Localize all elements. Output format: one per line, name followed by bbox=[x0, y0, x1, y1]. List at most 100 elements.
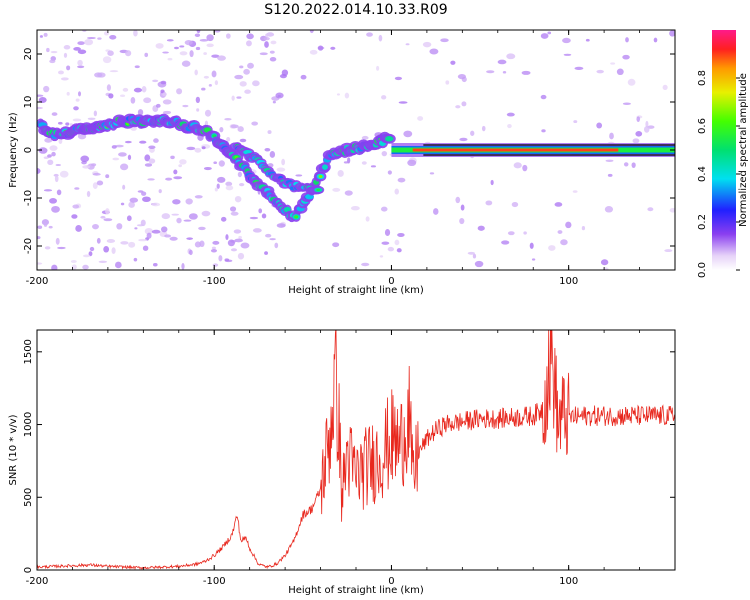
heatmap-speckle bbox=[88, 251, 93, 257]
heatmap-speckle bbox=[106, 239, 116, 243]
heatmap-speckle bbox=[77, 41, 85, 46]
heatmap-speckle bbox=[105, 174, 110, 179]
colorbar-ticks: 0.0 0.2 0.4 0.6 0.8 bbox=[697, 70, 740, 278]
heatmap-speckle bbox=[160, 89, 165, 94]
heatmap-speckle bbox=[126, 215, 132, 222]
heatmap-speckle bbox=[37, 94, 44, 97]
heatmap-speckle bbox=[206, 43, 214, 48]
heatmap-speckle bbox=[144, 227, 153, 235]
heatmap-speckle bbox=[167, 57, 173, 61]
heatmap-speckle bbox=[118, 152, 127, 157]
y-tick-label: 0 bbox=[23, 147, 34, 153]
heatmap-speckle bbox=[252, 80, 260, 87]
heatmap-speckle bbox=[309, 30, 314, 34]
heatmap-speckle bbox=[563, 53, 572, 56]
heatmap-speckle bbox=[429, 48, 439, 55]
heatmap-speckle bbox=[60, 77, 69, 81]
heatmap-speckle bbox=[218, 255, 223, 262]
heatmap-speckle bbox=[239, 183, 245, 187]
heatmap-speckle bbox=[632, 138, 640, 144]
x-tick-label: -100 bbox=[203, 276, 226, 287]
heatmap-speckle bbox=[506, 112, 515, 117]
heatmap-speckle bbox=[610, 62, 616, 65]
heatmap-speckle bbox=[89, 246, 95, 252]
heatmap-speckle bbox=[433, 208, 439, 215]
y-tick-label: 0 bbox=[23, 567, 34, 573]
heatmap-speckle bbox=[82, 165, 91, 169]
heatmap-carrier-core bbox=[412, 148, 619, 152]
heatmap-speckle bbox=[472, 253, 477, 259]
heatmap-speckle bbox=[529, 242, 534, 249]
heatmap-speckle bbox=[669, 30, 675, 37]
heatmap-speckle bbox=[142, 245, 149, 251]
heatmap-speckle bbox=[239, 138, 247, 143]
heatmap-speckle bbox=[317, 46, 325, 50]
heatmap-speckle bbox=[387, 246, 395, 252]
heatmap-speckle bbox=[269, 57, 277, 62]
heatmap-speckle bbox=[136, 224, 144, 227]
heatmap-speckle bbox=[243, 68, 250, 75]
heatmap-speckle bbox=[194, 147, 202, 153]
heatmap-speckle bbox=[82, 264, 89, 270]
heatmap-speckle bbox=[490, 179, 494, 186]
heatmap-speckle bbox=[309, 49, 318, 55]
heatmap-speckle bbox=[229, 206, 237, 212]
heatmap-speckle bbox=[66, 65, 71, 71]
heatmap-speckle bbox=[111, 247, 116, 254]
heatmap-speckle bbox=[139, 140, 147, 144]
heatmap-speckle bbox=[124, 140, 132, 144]
heatmap-speckle bbox=[144, 52, 149, 58]
heatmap-speckle bbox=[246, 40, 252, 47]
heatmap-speckle bbox=[459, 137, 468, 142]
heatmap-speckle bbox=[440, 38, 449, 43]
heatmap-speckle bbox=[138, 238, 148, 242]
heatmap-speckle bbox=[114, 144, 124, 148]
heatmap-speckle bbox=[173, 176, 183, 180]
heatmap-speckle bbox=[194, 33, 201, 38]
heatmap-speckle bbox=[58, 70, 64, 75]
heatmap-speckle bbox=[120, 202, 125, 206]
heatmap-speckle bbox=[63, 52, 68, 58]
heatmap-speckle bbox=[501, 240, 510, 245]
heatmap-speckle bbox=[146, 232, 152, 239]
heatmap-speckle bbox=[239, 65, 244, 69]
heatmap-speckle bbox=[417, 116, 424, 121]
heatmap-speckle bbox=[71, 214, 78, 219]
heatmap-speckle bbox=[237, 126, 244, 133]
heatmap-speckle bbox=[461, 101, 467, 107]
heatmap-speckle bbox=[152, 263, 158, 267]
heatmap-speckle bbox=[84, 38, 94, 46]
heatmap-speckle bbox=[59, 170, 69, 178]
heatmap-speckle bbox=[600, 259, 609, 266]
heatmap-speckle bbox=[300, 74, 307, 80]
heatmap-speckle bbox=[470, 130, 475, 136]
heatmap-speckle bbox=[162, 110, 172, 115]
heatmap-speckle bbox=[44, 137, 53, 143]
heatmap-speckle bbox=[376, 65, 380, 71]
heatmap-speckle bbox=[398, 101, 408, 104]
heatmap-speckle bbox=[194, 195, 203, 199]
heatmap-speckle bbox=[607, 173, 613, 177]
heatmap-speckle bbox=[238, 235, 242, 240]
heatmap-speckle bbox=[365, 216, 370, 222]
heatmap-speckle bbox=[73, 106, 79, 111]
heatmap-speckle bbox=[49, 59, 56, 64]
heatmap-speckle bbox=[134, 65, 140, 69]
heatmap-speckle bbox=[653, 37, 658, 43]
heatmap-speckle bbox=[100, 215, 106, 219]
heatmap-speckle bbox=[604, 206, 614, 213]
heatmap-speckle bbox=[86, 37, 96, 40]
heatmap-speckle bbox=[63, 45, 71, 50]
heatmap-speckle bbox=[109, 70, 119, 73]
heatmap-speckle bbox=[133, 257, 138, 262]
heatmap-speckle bbox=[37, 168, 41, 175]
heatmap-speckle bbox=[153, 138, 159, 143]
heatmap-speckle bbox=[445, 80, 450, 85]
heatmap-speckle bbox=[336, 93, 340, 96]
heatmap-speckle bbox=[244, 89, 251, 94]
heatmap-speckle bbox=[234, 74, 244, 80]
heatmap-speckle bbox=[557, 230, 563, 234]
heatmap-speckle bbox=[230, 211, 239, 216]
heatmap-speckle bbox=[581, 225, 586, 231]
